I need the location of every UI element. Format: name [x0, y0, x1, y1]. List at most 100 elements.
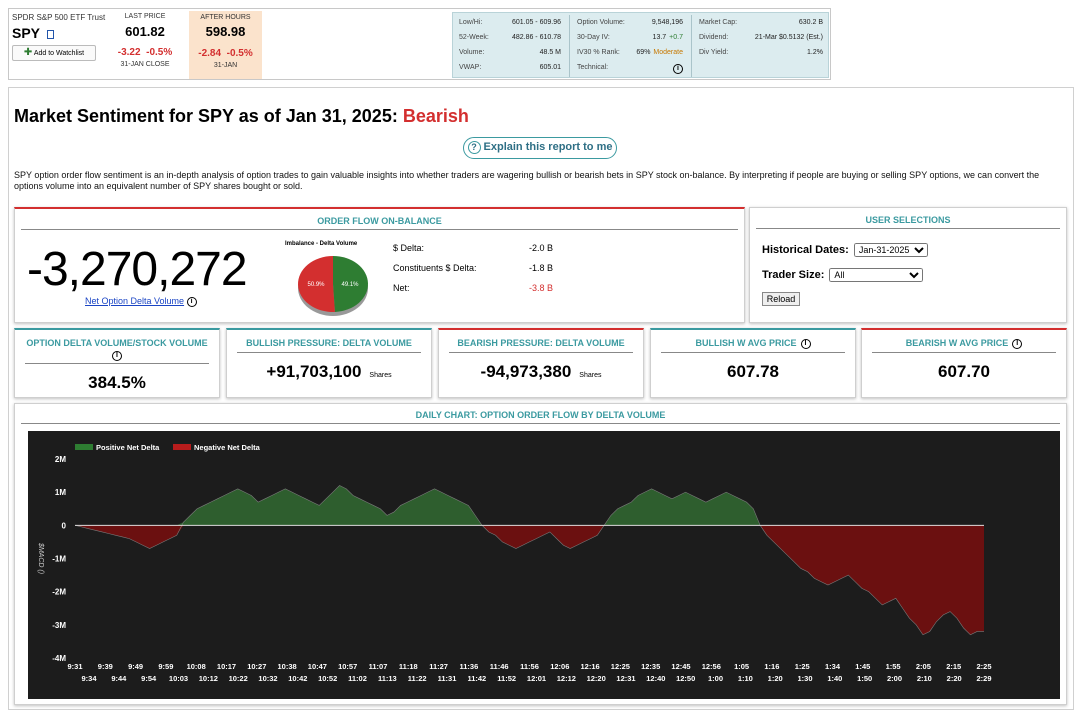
metric-value-text: -94,973,380 — [480, 362, 572, 381]
reload-button[interactable]: Reload — [762, 292, 800, 306]
document-icon[interactable] — [46, 29, 54, 39]
y-tick-label: -4M — [52, 654, 66, 663]
stat-label: VWAP: — [459, 64, 482, 71]
ticker-symbol: SPY — [12, 25, 54, 41]
divider — [25, 363, 209, 364]
add-to-watchlist-button[interactable]: ✚ Add to Watchlist — [12, 45, 96, 61]
trader-size-label: Trader Size: — [762, 269, 825, 281]
metric-title: BULLISH W AVG PRICE i — [651, 338, 855, 349]
stat-value-text: 69% — [636, 49, 651, 56]
x-tick-label: 11:02 — [348, 674, 367, 683]
delta-label: Constituents $ Delta: — [393, 263, 477, 273]
metric-title-text: BEARISH PRESSURE: DELTA VOLUME — [457, 338, 625, 348]
order-flow-title: ORDER FLOW ON-BALANCE — [317, 216, 442, 226]
after-hours-label: AFTER HOURS — [200, 14, 251, 21]
last-change-value: -3.22 — [117, 47, 141, 58]
last-price-label: LAST PRICE — [124, 13, 166, 20]
info-icon[interactable]: i — [800, 338, 811, 349]
x-tick-label: 2:20 — [947, 674, 962, 683]
x-tick-label: 9:54 — [141, 674, 157, 683]
after-change-pct: -0.5% — [226, 48, 253, 59]
chart-title: DAILY CHART: OPTION ORDER FLOW BY DELTA … — [415, 410, 666, 420]
trader-size-row: Trader Size: All — [762, 268, 924, 282]
last-date: 31-JAN CLOSE — [120, 61, 170, 68]
x-tick-label: 1:20 — [768, 674, 783, 683]
page-title: Market Sentiment for SPY as of Jan 31, 2… — [14, 106, 469, 127]
info-icon[interactable]: i — [1012, 338, 1023, 349]
net-delta-value: -3,270,272 — [27, 243, 248, 296]
x-tick-label: 1:50 — [857, 674, 872, 683]
chart-canvas: 2M 1M 0 -1M -2M -3M -4M $MACD () Positive Net De… — [28, 431, 1060, 699]
after-hours-block: AFTER HOURS 598.98 -2.84 -0.5% 31-JAN — [189, 11, 262, 79]
info-icon[interactable]: i — [673, 64, 683, 74]
metric-value: +91,703,100 Shares — [227, 362, 431, 382]
x-tick-label: 10:22 — [229, 674, 248, 683]
stat-row: 52-Week: 482.86 - 610.78 — [459, 34, 561, 49]
divider — [21, 229, 738, 230]
x-tick-label: 11:46 — [490, 662, 509, 671]
sentiment-label: Bearish — [402, 106, 469, 126]
stat-row: Technical: i — [577, 64, 683, 79]
stat-label: 30-Day IV: — [577, 34, 610, 41]
x-tick-label: 1:25 — [795, 662, 810, 671]
delta-row: $ Delta: -2.0 B — [393, 243, 553, 263]
metric-title-text: BEARISH W AVG PRICE — [905, 338, 1009, 348]
metric-title: BULLISH PRESSURE: DELTA VOLUME — [227, 338, 431, 348]
after-hours-price: 598.98 — [205, 24, 246, 39]
net-delta-link-row: Net Option Delta Volume i — [85, 296, 197, 307]
metric-title-text: BULLISH PRESSURE: DELTA VOLUME — [246, 338, 412, 348]
stat-value: 482.86 - 610.78 — [512, 34, 561, 41]
delta-value: -1.8 B — [528, 263, 553, 273]
explain-button[interactable]: ? Explain this report to me — [463, 137, 617, 159]
x-tick-label: 11:52 — [497, 674, 516, 683]
after-hours-date: 31-JAN — [213, 62, 238, 69]
x-tick-label: 2:00 — [887, 674, 902, 683]
x-tick-label: 9:39 — [98, 662, 113, 671]
last-change-pct: -0.5% — [146, 47, 173, 58]
delta-value: -3.8 B — [528, 283, 553, 293]
stat-label: 52-Week: — [459, 34, 489, 41]
watchlist-label: Add to Watchlist — [33, 50, 85, 57]
stat-value-text: 601.05 - 609.96 — [511, 19, 561, 26]
stat-value-text: 48.5 M — [539, 49, 561, 56]
x-tick-label: 1:30 — [797, 674, 812, 683]
stats-divider — [691, 15, 692, 77]
metric-value-text: +91,703,100 — [266, 362, 362, 381]
stat-value-text: 482.86 - 610.78 — [511, 34, 561, 41]
stat-value-text: 9,548,196 — [651, 19, 683, 26]
x-tick-label: 12:35 — [641, 662, 660, 671]
divider — [449, 352, 633, 353]
x-tick-label: 11:07 — [369, 662, 388, 671]
net-delta-link[interactable]: Net Option Delta Volume — [85, 296, 185, 306]
divider — [872, 352, 1056, 353]
x-tick-label: 1:55 — [886, 662, 901, 671]
delta-line — [74, 485, 984, 636]
stat-value: 21-Mar $0.5132 (Est.) — [755, 34, 823, 41]
historical-dates-row: Historical Dates: Jan-31-2025 — [762, 243, 928, 257]
metric-title-text: BULLISH W AVG PRICE — [695, 338, 797, 348]
x-tick-label: 10:38 — [278, 662, 297, 671]
metric-title: BEARISH PRESSURE: DELTA VOLUME — [439, 338, 643, 348]
delta-row: Constituents $ Delta: -1.8 B — [393, 263, 553, 283]
info-icon[interactable]: i — [186, 296, 197, 307]
pie-slice-red — [298, 256, 335, 312]
metric-value: 384.5% — [15, 373, 219, 393]
x-tick-label: 1:16 — [764, 662, 779, 671]
metric-title: BEARISH W AVG PRICE i — [862, 338, 1066, 349]
info-icon[interactable]: i — [112, 351, 122, 361]
x-tick-label: 12:20 — [587, 674, 606, 683]
stat-value: 601.05 - 609.96 — [512, 19, 561, 26]
historical-dates-select[interactable]: Jan-31-2025 — [853, 243, 928, 257]
stat-label: Market Cap: — [699, 19, 738, 26]
x-tick-label: 12:56 — [702, 662, 721, 671]
stat-row: Volume: 48.5 M — [459, 49, 561, 64]
user-selections-panel: USER SELECTIONS Historical Dates: Jan-31… — [749, 207, 1067, 323]
x-tick-label: 2:10 — [917, 674, 932, 683]
report-title: Market Sentiment for SPY as of Jan 31, 2… — [14, 106, 398, 126]
divider — [661, 352, 845, 353]
x-tick-label: 11:31 — [438, 674, 457, 683]
stat-value: 13.7 +0.7 — [653, 34, 683, 41]
trader-size-select[interactable]: All — [829, 268, 924, 282]
plus-icon: ✚ — [23, 47, 33, 58]
negative-area — [75, 525, 984, 635]
